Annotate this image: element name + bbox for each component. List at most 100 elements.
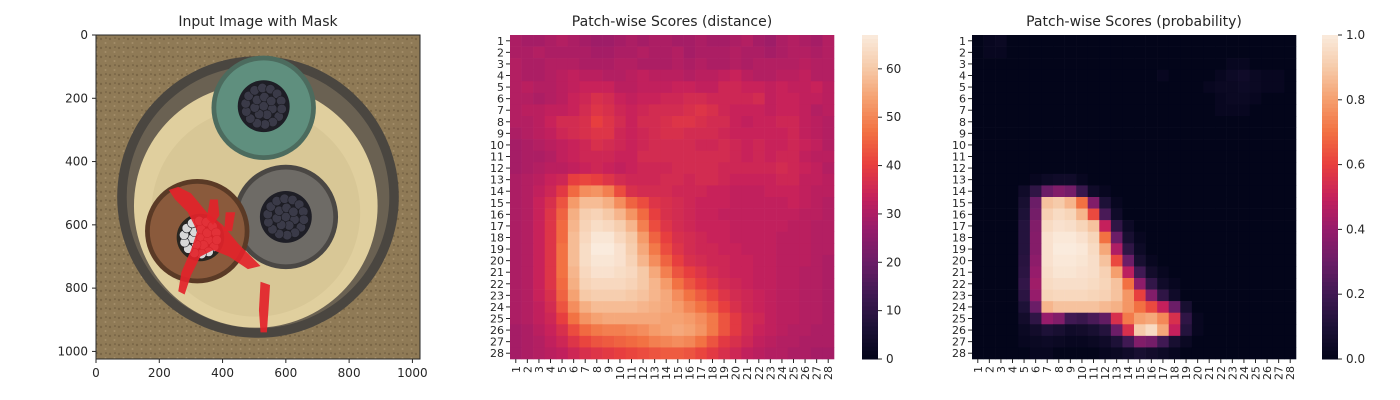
heatmap-cell [602, 69, 615, 82]
row-tick-label: 13 [952, 174, 966, 187]
colorbar [862, 35, 878, 360]
colorbar-segment [1322, 87, 1338, 93]
row-tick-label: 19 [490, 243, 504, 256]
heatmap-cell [579, 116, 592, 128]
heatmap-cell [660, 92, 673, 105]
heatmap-cell [1064, 116, 1077, 128]
colorbar-segment [1322, 39, 1338, 44]
heatmap-cell [718, 324, 731, 337]
heatmap-cell [510, 266, 522, 279]
colorbar-segment [862, 346, 878, 352]
heatmap-cell [579, 254, 592, 267]
heatmap-cell [1157, 243, 1170, 256]
heatmap-cell [637, 312, 650, 325]
heatmap-cell [1249, 139, 1262, 152]
heatmap-cell [1249, 324, 1262, 337]
heatmap-cell [1157, 162, 1170, 175]
heatmap-cell [614, 220, 627, 233]
heatmap-cell [1284, 139, 1297, 152]
heatmap-cell [1110, 127, 1123, 140]
colorbar-tick-label: 60 [886, 62, 901, 76]
heatmap-cell [1191, 243, 1204, 256]
heatmap-cell [718, 347, 731, 360]
heatmap-cell [1087, 81, 1100, 94]
colorbar-segment [1322, 201, 1338, 206]
heatmap-cell [1261, 46, 1274, 59]
heatmap-cell [1215, 150, 1227, 163]
colorbar-segment [1322, 330, 1338, 336]
x-tick-label: 0 [92, 366, 100, 380]
heatmap-cell [1064, 324, 1077, 337]
heatmap-cell [510, 289, 522, 302]
heatmap-cell [533, 69, 546, 82]
heatmap-cell [995, 104, 1008, 117]
heatmap-cell [672, 231, 684, 244]
heatmap-cell [510, 197, 522, 209]
col-tick-label: 21 [741, 366, 754, 380]
heatmap-cell [983, 81, 996, 94]
heatmap-cell [1191, 69, 1204, 82]
heatmap-cell [510, 35, 522, 47]
heatmap-cell [1215, 185, 1227, 198]
heatmap-cell [1076, 208, 1089, 221]
heatmap-cell [556, 139, 569, 152]
heatmap-cell [544, 335, 557, 348]
heatmap-cell [544, 208, 557, 221]
heatmap-cell [1226, 116, 1239, 128]
heatmap-cell [1215, 116, 1227, 128]
heatmap-cell [625, 185, 638, 198]
heatmap-cell [648, 208, 661, 221]
heatmap-cell [1203, 185, 1216, 198]
heatmap-cell [1145, 139, 1158, 152]
heatmap-cell [521, 254, 534, 267]
heatmap-cell [1157, 185, 1170, 198]
colorbar-segment [862, 103, 878, 109]
heatmap-cell [637, 243, 650, 256]
heatmap-cell [625, 150, 638, 163]
heatmap-cell [556, 127, 569, 140]
heatmap-cell [533, 254, 546, 267]
heatmap-cell [614, 347, 627, 360]
heatmap-cell [556, 231, 569, 244]
heatmap-cell [1122, 116, 1135, 128]
colorbar-segment [862, 184, 878, 190]
heatmap-cell [1018, 35, 1031, 47]
heatmap-cell [995, 324, 1008, 337]
heatmap-cell [533, 243, 546, 256]
heatmap-cell [1053, 220, 1065, 233]
heatmap-cell [672, 266, 684, 279]
heatmap-cell [1272, 81, 1285, 94]
heatmap-cell [1122, 278, 1135, 290]
heatmap-cell [706, 127, 719, 140]
heatmap-cell [1284, 278, 1297, 290]
row-tick-label: 23 [952, 289, 966, 302]
heatmap-cell [1029, 81, 1042, 94]
heatmap-cell [521, 92, 534, 105]
heatmap-cell [591, 208, 603, 221]
heatmap-cell [1064, 278, 1077, 290]
heatmap-cell [660, 254, 673, 267]
heatmap-cell [1087, 58, 1100, 71]
heatmap-cell [1006, 301, 1019, 314]
heatmap-cell [995, 347, 1008, 360]
heatmap-cell [1168, 254, 1181, 267]
colorbar-segment [862, 282, 878, 287]
heatmap-cell [718, 173, 731, 186]
heatmap-cell [625, 139, 638, 152]
colorbar-segment [1322, 99, 1338, 105]
heatmap-cell [1029, 69, 1042, 82]
heatmap-cell [683, 301, 696, 314]
heatmap-cell [591, 347, 603, 360]
heatmap-cell [799, 335, 812, 348]
heatmap-cell [1029, 231, 1042, 244]
heatmap-cell [637, 220, 650, 233]
col-tick-label: 26 [799, 366, 812, 380]
heatmap-cell [660, 46, 673, 59]
heatmap-cell [602, 231, 615, 244]
heatmap-cell [995, 162, 1008, 175]
heatmap-cell [660, 208, 673, 221]
heatmap-cell [753, 347, 765, 360]
heatmap-cell [1006, 347, 1019, 360]
heatmap-cell [764, 35, 777, 47]
heatmap-cell [1226, 162, 1239, 175]
